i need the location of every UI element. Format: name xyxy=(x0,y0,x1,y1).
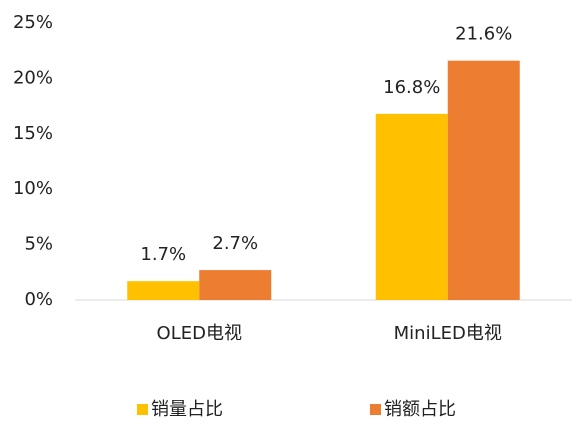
value-label: 1.7% xyxy=(140,244,186,265)
y-tick-label: 0% xyxy=(24,289,53,310)
x-tick-label: MiniLED电视 xyxy=(394,323,502,344)
y-tick-label: 5% xyxy=(24,234,53,255)
bar xyxy=(199,270,272,300)
legend-swatch xyxy=(137,404,148,415)
bar xyxy=(127,281,200,300)
y-tick-label: 10% xyxy=(13,178,53,199)
y-tick-label: 15% xyxy=(13,123,53,144)
legend-label: 销额占比 xyxy=(384,399,456,420)
bar xyxy=(447,60,520,301)
legend-swatch xyxy=(370,404,381,415)
y-tick-label: 20% xyxy=(13,67,53,88)
x-tick-label: OLED电视 xyxy=(157,323,242,344)
y-tick-label: 25% xyxy=(13,12,53,33)
bar xyxy=(375,113,448,300)
value-label: 21.6% xyxy=(455,24,512,45)
value-label: 16.8% xyxy=(383,77,440,98)
legend-label: 销量占比 xyxy=(151,399,223,420)
value-label: 2.7% xyxy=(212,233,258,254)
